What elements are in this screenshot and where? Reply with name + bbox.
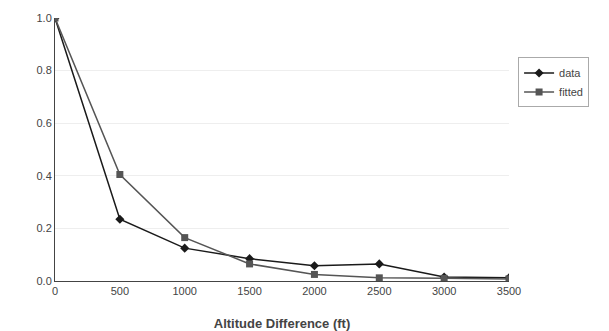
svg-text:3500: 3500: [497, 285, 521, 297]
svg-text:1.0: 1.0: [37, 12, 52, 24]
svg-text:0: 0: [52, 285, 58, 297]
svg-text:1000: 1000: [172, 285, 196, 297]
svg-text:500: 500: [111, 285, 129, 297]
svg-text:0.8: 0.8: [37, 64, 52, 76]
svg-text:Altitude Difference (ft): Altitude Difference (ft): [214, 316, 351, 331]
svg-text:2500: 2500: [367, 285, 391, 297]
svg-text:0.6: 0.6: [37, 117, 52, 129]
svg-text:fitted: fitted: [559, 86, 583, 98]
svg-text:1500: 1500: [237, 285, 261, 297]
svg-text:0.4: 0.4: [37, 170, 52, 182]
svg-text:data: data: [559, 67, 581, 79]
svg-text:0.2: 0.2: [37, 222, 52, 234]
svg-text:0.0: 0.0: [37, 275, 52, 287]
svg-text:3000: 3000: [432, 285, 456, 297]
svg-text:2000: 2000: [302, 285, 326, 297]
